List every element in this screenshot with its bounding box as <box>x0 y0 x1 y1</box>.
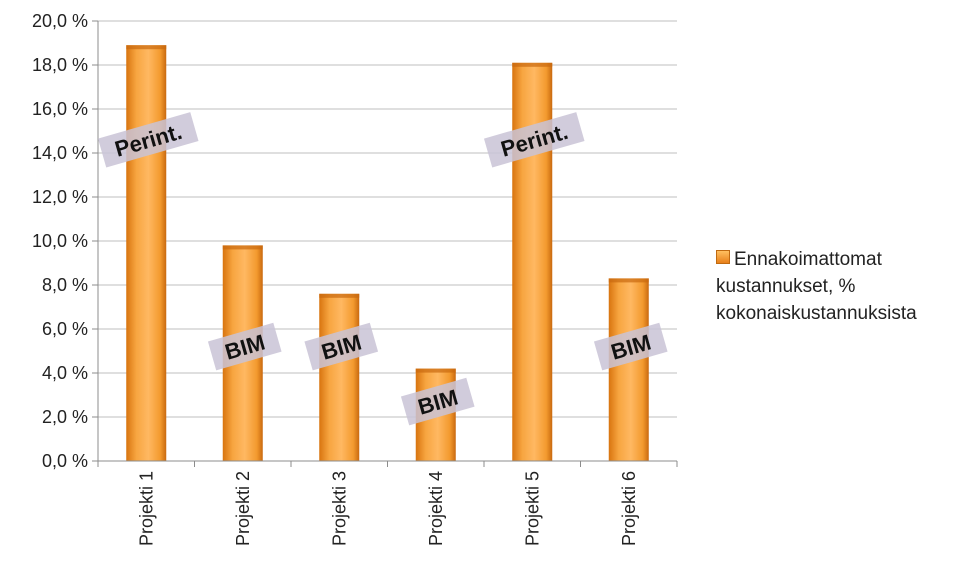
bars <box>126 45 649 462</box>
y-tick-label: 0,0 % <box>42 451 88 471</box>
legend-line-2: kustannukset, % <box>716 276 856 297</box>
legend-line-3: kokonaiskustannuksista <box>716 303 917 324</box>
x-tick-label: Projekti 5 <box>522 471 542 546</box>
y-tick-label: 10,0 % <box>32 231 88 251</box>
y-tick-label: 6,0 % <box>42 319 88 339</box>
annotation-box <box>207 322 282 371</box>
axes <box>92 20 678 467</box>
legend-line-1: Ennakoimattomat <box>734 249 882 270</box>
y-tick-label: 20,0 % <box>32 11 88 31</box>
legend-swatch <box>716 250 730 264</box>
bar-top <box>512 62 553 67</box>
bar-top <box>126 45 167 50</box>
annotation-box <box>97 112 199 168</box>
bar-top <box>319 293 360 298</box>
x-tick-label: Projekti 3 <box>329 471 349 546</box>
y-tick-label: 14,0 % <box>32 143 88 163</box>
bar-top <box>415 368 456 373</box>
y-tick-label: 12,0 % <box>32 187 88 207</box>
legend-entry: Ennakoimattomat <box>716 246 966 273</box>
bar-top <box>608 278 649 283</box>
annotation-box <box>483 112 585 168</box>
annotation-box <box>400 377 475 426</box>
x-tick-labels: Projekti 1 Projekti 2 Projekti 3 Projekti 4… <box>136 471 639 546</box>
annotation-box <box>593 322 668 371</box>
bar <box>319 293 360 461</box>
bar <box>608 278 649 461</box>
y-tick-label: 18,0 % <box>32 55 88 75</box>
x-tick-label: Projekti 4 <box>426 471 446 546</box>
gridlines <box>98 20 677 418</box>
x-tick-label: Projekti 2 <box>233 471 253 546</box>
y-tick-labels: 0,0 % 2,0 % 4,0 % 6,0 % 8,0 % 10,0 % 12,0 % 14,… <box>32 11 88 471</box>
y-tick-label: 16,0 % <box>32 99 88 119</box>
y-tick-label: 4,0 % <box>42 363 88 383</box>
x-tick-label: Projekti 6 <box>619 471 639 546</box>
bar-annotation: BIM <box>400 377 475 426</box>
bar <box>126 45 167 461</box>
y-tick-label: 2,0 % <box>42 407 88 427</box>
x-tick-label: Projekti 1 <box>136 471 156 546</box>
annotation-box <box>304 322 379 371</box>
legend: Ennakoimattomat kustannukset, % kokonais… <box>716 246 966 327</box>
y-tick-label: 8,0 % <box>42 275 88 295</box>
bar-top <box>222 245 263 250</box>
